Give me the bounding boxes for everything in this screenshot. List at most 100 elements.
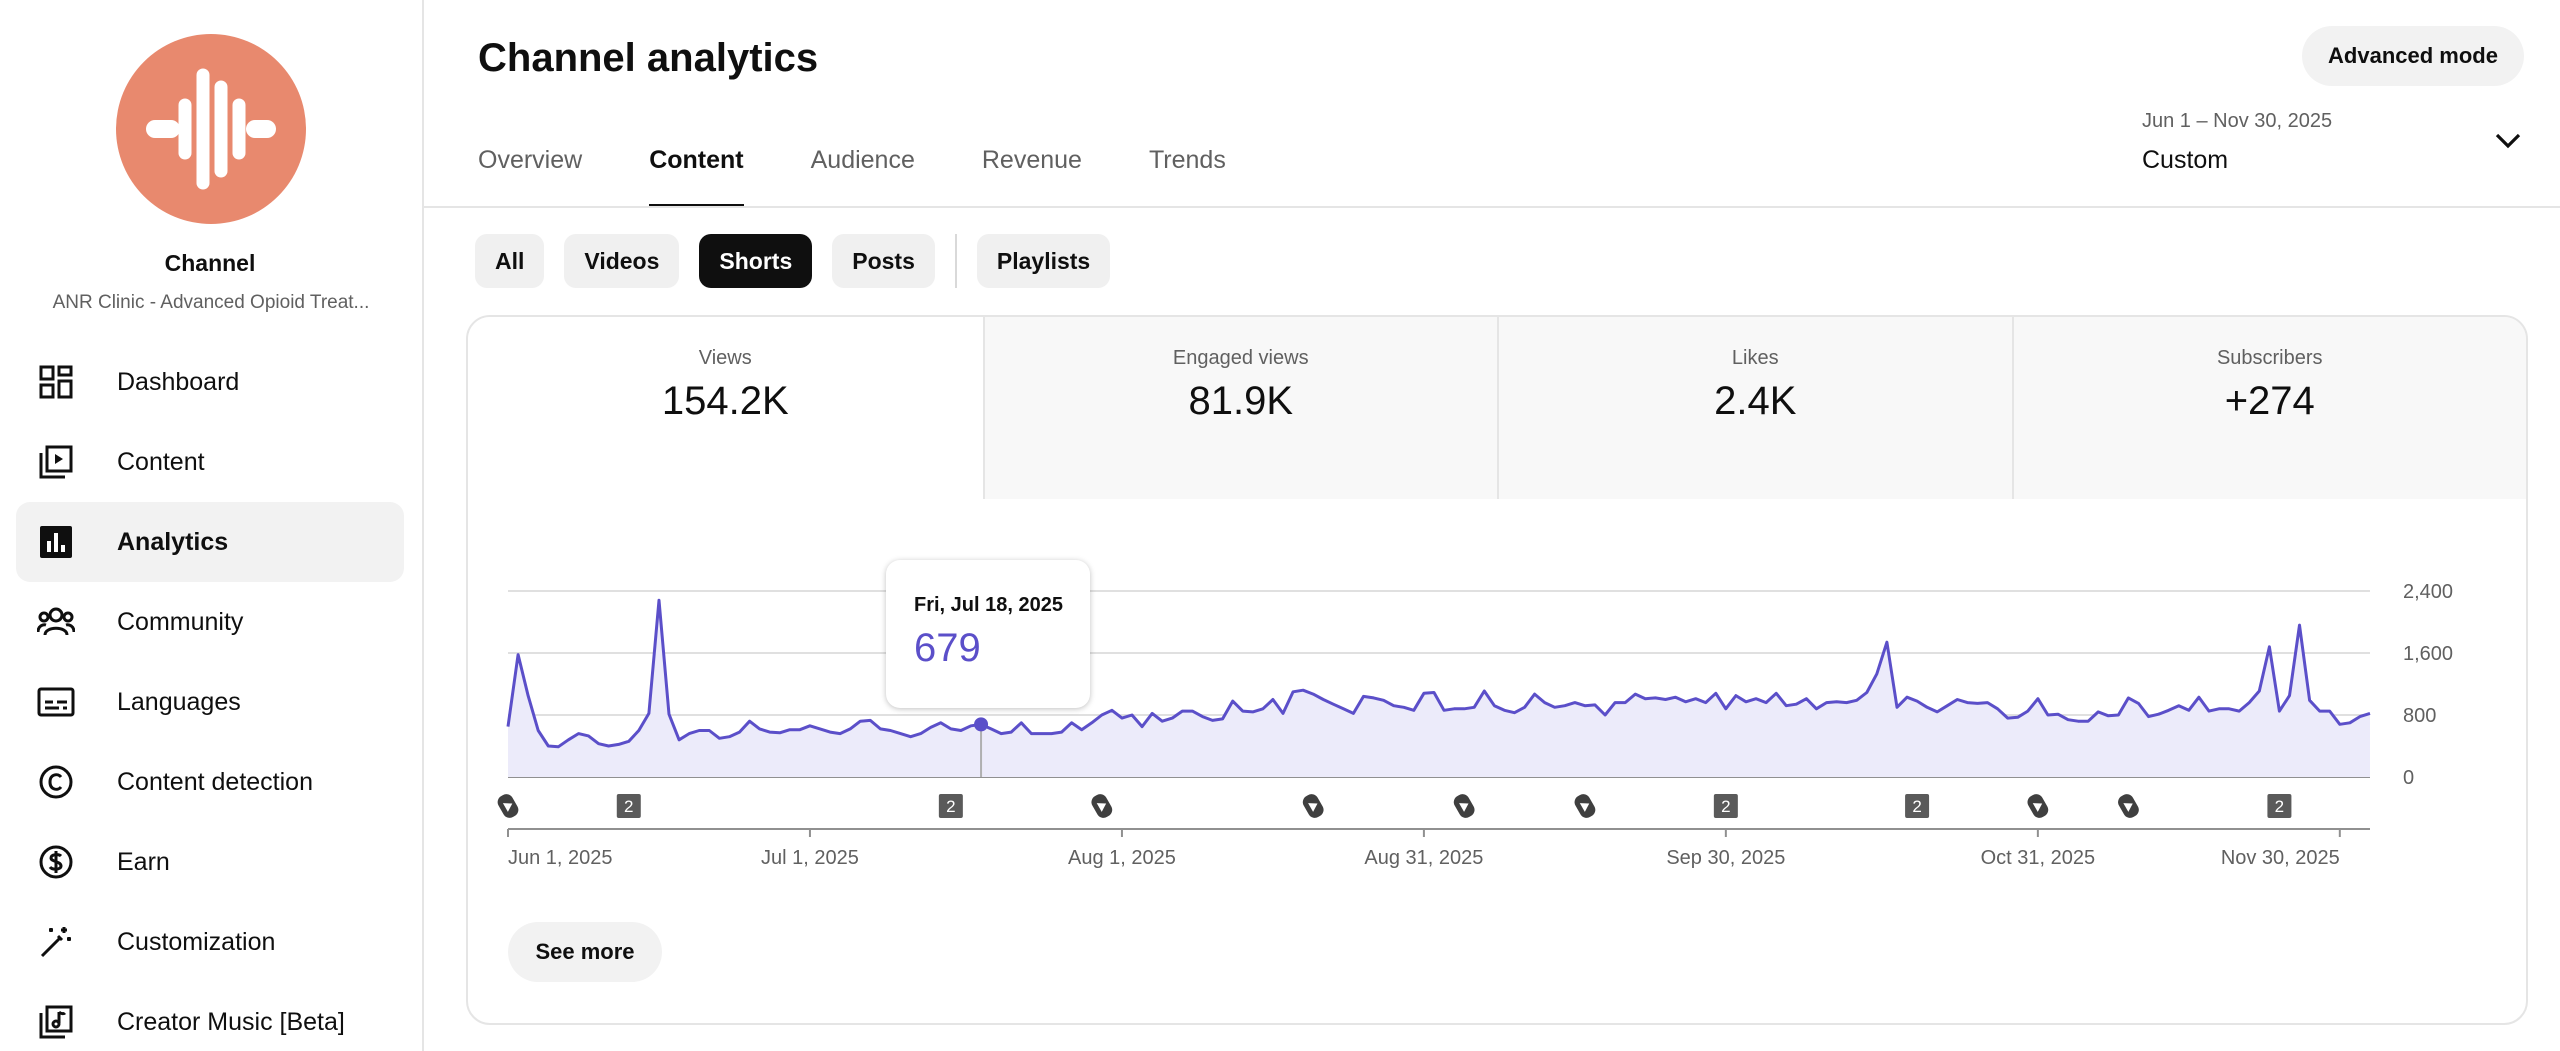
- chart-tooltip: Fri, Jul 18, 2025 679: [886, 560, 1090, 708]
- x-tick-label: Oct 31, 2025: [1981, 847, 2096, 869]
- shorts-marker-icon[interactable]: [2116, 792, 2142, 821]
- views-line: [506, 598, 2371, 749]
- analytics-icon: [36, 522, 76, 562]
- languages-icon: [36, 682, 76, 722]
- sidebar-item-label: Community: [117, 607, 244, 636]
- shorts-marker-icon[interactable]: [1089, 792, 1115, 821]
- sidebar-item-label: Languages: [117, 687, 241, 716]
- analytics-tabs: Overview Content Audience Revenue Trends: [478, 146, 1293, 208]
- count-marker-label: 2: [946, 797, 955, 816]
- shorts-marker-icon[interactable]: [1451, 792, 1477, 821]
- date-range-label: Custom: [2142, 146, 2229, 174]
- metric-label: Likes: [1731, 347, 1779, 369]
- shorts-marker-icon[interactable]: [2025, 792, 2051, 821]
- magic-wand-icon: [36, 922, 76, 962]
- x-tick-label: Sep 30, 2025: [1666, 847, 1785, 869]
- advanced-mode-button[interactable]: Advanced mode: [2302, 26, 2524, 86]
- y-tick-label: 0: [2403, 767, 2414, 789]
- channel-avatar[interactable]: [116, 34, 306, 224]
- content-icon: [36, 442, 76, 482]
- count-marker[interactable]: [616, 794, 641, 818]
- y-tick-label: 2,400: [2403, 581, 2453, 603]
- count-marker-label: 2: [1721, 797, 1730, 816]
- tab-audience[interactable]: Audience: [810, 146, 915, 174]
- sidebar-item-content[interactable]: Content: [16, 422, 404, 502]
- sidebar-item-label: Analytics: [117, 527, 229, 556]
- chip-divider: [954, 234, 957, 288]
- date-range-selector[interactable]: Jun 1 – Nov 30, 2025 Custom: [2142, 110, 2522, 180]
- views-area: [508, 600, 2370, 777]
- metric-value: 154.2K: [661, 379, 789, 423]
- metric-tabs: Views 154.2K Engaged views 81.9K Likes 2…: [468, 317, 2526, 499]
- metric-value: +274: [2224, 379, 2315, 423]
- sidebar-item-label: Customization: [117, 927, 276, 956]
- date-range-text: Jun 1 – Nov 30, 2025: [2142, 110, 2333, 132]
- chevron-down-icon: [2494, 132, 2522, 155]
- sidebar-item-label: Content: [117, 447, 205, 476]
- x-tick-label: Aug 31, 2025: [1364, 847, 1483, 869]
- hover-point: [974, 717, 989, 732]
- shorts-marker-icon[interactable]: [495, 792, 521, 821]
- count-marker[interactable]: [1713, 794, 1738, 818]
- tab-content[interactable]: Content: [649, 146, 745, 208]
- chip-shorts[interactable]: Shorts: [699, 234, 813, 288]
- metric-engaged-views[interactable]: Engaged views 81.9K: [982, 317, 1497, 499]
- analytics-card: Views 154.2K Engaged views 81.9K Likes 2…: [466, 315, 2528, 1025]
- sidebar-item-content-detection[interactable]: Content detection: [16, 742, 404, 822]
- metric-likes[interactable]: Likes 2.4K: [1497, 317, 2012, 499]
- sidebar-item-label: Content detection: [117, 767, 313, 796]
- y-tick-label: 800: [2403, 705, 2436, 727]
- sidebar: Channel ANR Clinic - Advanced Opioid Tre…: [0, 0, 424, 1051]
- count-marker[interactable]: [1905, 794, 1930, 818]
- chip-videos[interactable]: Videos: [564, 234, 680, 288]
- sidebar-item-creator-music[interactable]: Creator Music [Beta]: [16, 982, 404, 1051]
- sidebar-item-community[interactable]: Community: [16, 582, 404, 662]
- sidebar-item-languages[interactable]: Languages: [16, 662, 404, 742]
- shorts-marker-icon[interactable]: [1300, 792, 1326, 821]
- y-tick-label: 1,600: [2403, 643, 2453, 665]
- tooltip-date: Fri, Jul 18, 2025: [914, 594, 1063, 616]
- metric-views[interactable]: Views 154.2K: [468, 317, 983, 499]
- views-chart[interactable]: 2,400 1,600 800 0 2 2 2 2 2 Jun 1, 2025 Jul 1, 202…: [468, 499, 2526, 899]
- music-note-icon: [36, 1002, 76, 1042]
- count-marker[interactable]: [938, 794, 963, 818]
- x-tick-label: Aug 1, 2025: [1068, 847, 1176, 869]
- copyright-icon: [36, 762, 76, 802]
- tab-overview[interactable]: Overview: [478, 146, 583, 174]
- chip-all[interactable]: All: [475, 234, 545, 288]
- sidebar-item-dashboard[interactable]: Dashboard: [16, 342, 404, 422]
- metric-subscribers[interactable]: Subscribers +274: [2011, 317, 2526, 499]
- channel-label: Channel: [164, 250, 256, 276]
- metric-value: 81.9K: [1188, 379, 1294, 423]
- count-marker-label: 2: [1912, 797, 1921, 816]
- page-title: Channel analytics: [478, 36, 819, 80]
- sidebar-nav: Dashboard Content Analytics Community La…: [16, 342, 404, 1051]
- sidebar-item-label: Dashboard: [117, 367, 240, 396]
- sidebar-item-analytics[interactable]: Analytics: [16, 502, 404, 582]
- count-marker-label: 2: [2275, 797, 2284, 816]
- community-icon: [36, 602, 76, 642]
- dashboard-icon: [36, 362, 76, 402]
- count-marker-label: 2: [624, 797, 633, 816]
- metric-label: Views: [698, 347, 752, 369]
- shorts-marker-icon[interactable]: [1572, 792, 1598, 821]
- channel-name[interactable]: ANR Clinic - Advanced Opioid Treat...: [52, 292, 370, 313]
- sidebar-item-earn[interactable]: Earn: [16, 822, 404, 902]
- count-marker[interactable]: [2267, 794, 2292, 818]
- content-type-filter: All Videos Shorts Posts Playlists: [475, 234, 1130, 288]
- x-tick-label: Jun 1, 2025: [508, 847, 613, 869]
- sidebar-item-label: Creator Music [Beta]: [117, 1007, 345, 1036]
- x-tick-label: Jul 1, 2025: [761, 847, 859, 869]
- see-more-button[interactable]: See more: [508, 922, 662, 982]
- tab-revenue[interactable]: Revenue: [981, 146, 1082, 174]
- chip-posts[interactable]: Posts: [832, 234, 935, 288]
- dollar-icon: [36, 842, 76, 882]
- tooltip-value: 679: [914, 626, 981, 670]
- tab-trends[interactable]: Trends: [1148, 146, 1226, 174]
- x-tick-label: Nov 30, 2025: [2221, 847, 2340, 869]
- audio-wave-logo-icon: [146, 68, 276, 190]
- sidebar-item-customization[interactable]: Customization: [16, 902, 404, 982]
- header-divider: [424, 206, 2560, 208]
- sidebar-item-label: Earn: [117, 847, 170, 876]
- chip-playlists[interactable]: Playlists: [976, 234, 1111, 288]
